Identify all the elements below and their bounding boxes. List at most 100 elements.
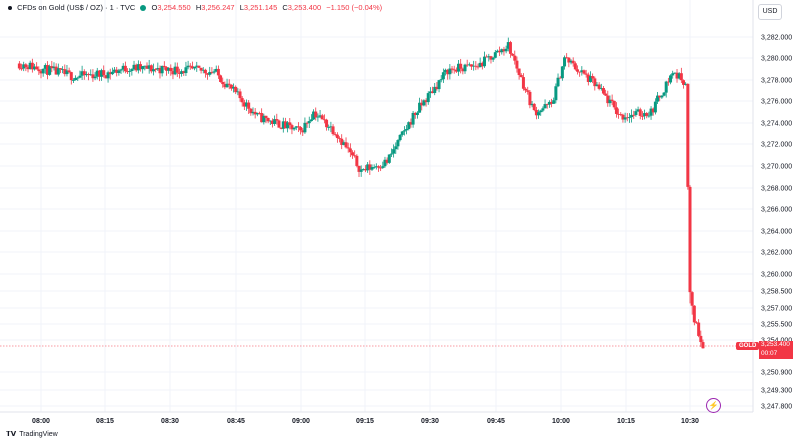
candle-body	[383, 159, 387, 167]
y-tick-label: 3,249.300	[761, 388, 792, 395]
candle-body	[164, 67, 168, 71]
candle-body	[193, 66, 197, 69]
candle-body	[431, 91, 435, 94]
logo-text: TradingView	[19, 431, 58, 438]
tradingview-logo-icon: 𝗧𝗩	[6, 431, 17, 438]
candle-body	[141, 66, 145, 70]
candle-body	[136, 64, 140, 71]
candle-body	[666, 81, 670, 83]
price-axis[interactable]: 3,282.000 3,280.000 3,278.000 3,276.000 3,27…	[761, 35, 792, 411]
candle-body	[299, 127, 303, 131]
candle-body	[448, 68, 452, 75]
lightning-icon[interactable]: ⚡	[706, 398, 721, 413]
x-tick-label: 10:00	[552, 418, 570, 425]
candle-body	[461, 68, 465, 72]
candle-body	[679, 73, 683, 81]
candle-body	[132, 64, 136, 70]
high-label: H	[195, 3, 202, 12]
candle-body	[569, 60, 573, 63]
candle-body	[353, 155, 357, 157]
candle-body	[253, 111, 257, 115]
candle-body	[664, 81, 668, 93]
candle-body	[33, 66, 37, 70]
candle-body	[608, 99, 612, 104]
candle-body	[186, 65, 190, 68]
candle-body	[169, 67, 173, 72]
y-tick-label: 3,266.000	[761, 207, 792, 214]
candle-body	[621, 114, 625, 120]
candle-body	[110, 71, 114, 75]
candle-body	[491, 57, 495, 60]
candle-body	[180, 71, 184, 74]
candle-body	[201, 69, 205, 71]
y-tick-label: 3,278.000	[761, 78, 792, 85]
y-tick-label: 3,262.000	[761, 250, 792, 257]
candle-body	[508, 42, 512, 54]
time-axis[interactable]: 08:00 08:15 08:30 08:45 09:00 09:15 09:30 09:45…	[32, 418, 699, 425]
candle-body	[578, 71, 582, 73]
candle-body	[281, 121, 285, 129]
candle-body	[428, 91, 432, 94]
candle-body	[368, 164, 372, 170]
candle-body	[143, 65, 147, 67]
candle-body	[115, 69, 119, 73]
candle-body	[441, 72, 445, 80]
candle-body	[413, 112, 417, 116]
candle-body	[151, 69, 155, 72]
candle-body	[435, 86, 439, 90]
candle-body	[571, 60, 575, 64]
candle-body	[684, 83, 688, 85]
candle-body	[264, 115, 268, 118]
candle-body	[619, 114, 623, 115]
candle-body	[355, 155, 359, 166]
candle-body	[149, 65, 153, 72]
candle-body	[606, 95, 610, 104]
candle-body	[82, 71, 86, 76]
candle-body	[357, 165, 361, 172]
candle-body	[121, 65, 125, 70]
candle-body	[480, 62, 484, 67]
candle-body	[242, 102, 246, 107]
candle-body	[158, 68, 162, 74]
candle-body	[63, 69, 67, 75]
candle-body	[251, 111, 255, 114]
candle-body	[221, 81, 225, 85]
candle-body	[126, 71, 130, 73]
candle-body	[322, 119, 326, 121]
tradingview-logo[interactable]: 𝗧𝗩 TradingView	[6, 430, 58, 438]
y-tick-label: 3,276.000	[761, 99, 792, 106]
candle-body	[225, 83, 229, 88]
candle-body	[366, 164, 370, 171]
status-dot-icon	[140, 5, 147, 12]
candle-body	[257, 112, 261, 114]
candle-body	[586, 74, 590, 82]
symbol-title[interactable]: CFDs on Gold (US$ / OZ) · 1 · TVC	[17, 3, 136, 12]
last-price-value: 3,253.400	[761, 341, 790, 348]
candle-body	[270, 120, 274, 124]
candle-body	[329, 126, 333, 128]
candle-body	[312, 111, 316, 120]
candle-body	[560, 66, 564, 79]
candle-body	[67, 70, 71, 73]
candle-body	[156, 68, 160, 70]
candle-body	[599, 88, 603, 89]
candle-body	[612, 100, 616, 108]
y-tick-label: 3,257.000	[761, 306, 792, 313]
candle-body	[454, 69, 458, 72]
candle-body	[420, 102, 424, 106]
candle-body	[210, 71, 214, 73]
bar-countdown: 00:07	[761, 349, 778, 357]
close-label: C	[282, 3, 288, 12]
candle-body	[517, 68, 521, 76]
candle-body	[565, 57, 569, 59]
candle-body	[604, 93, 608, 96]
candle-body	[610, 99, 614, 101]
candle-body	[223, 84, 227, 88]
candle-body	[292, 127, 296, 130]
candle-body	[495, 50, 499, 53]
candle-body	[630, 114, 634, 118]
candle-body	[30, 62, 34, 70]
currency-button[interactable]: USD	[758, 4, 782, 20]
candle-body	[632, 114, 636, 116]
